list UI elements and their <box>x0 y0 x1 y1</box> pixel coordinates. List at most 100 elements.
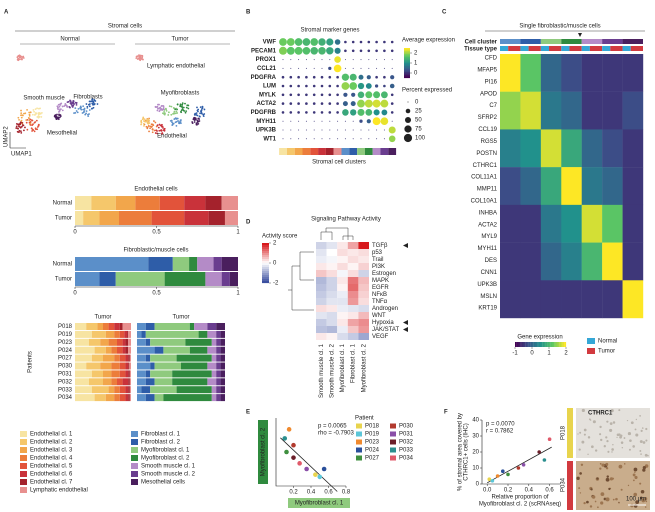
umap-cell <box>203 108 206 111</box>
tick-label: 10 <box>472 466 479 472</box>
heat-cell <box>622 280 644 319</box>
bar-segment <box>129 362 131 370</box>
point <box>321 466 327 472</box>
ihc-texture <box>618 502 620 504</box>
umap-cell <box>76 111 79 114</box>
colorbar-step <box>557 342 560 347</box>
umap-cell <box>193 118 196 121</box>
tick-label: -2 <box>273 281 279 287</box>
heat-cell <box>358 284 369 291</box>
dot <box>290 67 292 69</box>
bar-segment <box>128 378 130 386</box>
umap-cell <box>57 106 60 109</box>
dot <box>368 67 370 69</box>
umap-cell <box>160 109 163 111</box>
umap-cell <box>17 127 19 130</box>
umap-cell <box>151 128 154 130</box>
bar-segment <box>194 323 208 330</box>
bar-segment <box>115 272 165 286</box>
label: INHBA <box>479 210 497 216</box>
label: CCL21 <box>257 66 277 72</box>
umap-cell <box>20 114 22 117</box>
dot <box>337 129 339 131</box>
umap-cell <box>180 119 182 121</box>
ihc-texture <box>644 506 647 508</box>
heat-cell <box>520 204 542 243</box>
label: PI3K <box>372 264 385 270</box>
bar-segment <box>103 354 115 362</box>
umap-cell <box>58 110 61 113</box>
label: LUM <box>263 84 276 90</box>
umap-cell <box>59 114 62 117</box>
ihc-texture <box>579 431 582 434</box>
legend-label: Lymphatic endothelial <box>30 488 88 494</box>
label: APOD <box>480 91 498 97</box>
label: MYL9 <box>481 234 497 240</box>
umap-cell <box>29 111 32 114</box>
umap-cell <box>71 101 74 104</box>
bar-segment <box>172 378 208 386</box>
tick-label: 1 <box>236 230 240 236</box>
size-key <box>404 116 412 124</box>
umap-cell <box>149 125 152 128</box>
bar-segment <box>221 196 238 210</box>
cluster-swatch <box>364 148 373 155</box>
heat-cell <box>316 256 327 263</box>
umap-cell <box>180 110 182 113</box>
ihc-texture <box>616 433 620 437</box>
bar-segment <box>128 346 131 354</box>
colorbar-step <box>404 55 410 58</box>
cluster-swatch <box>388 148 397 155</box>
dot <box>380 99 389 108</box>
dot <box>281 102 285 105</box>
bar-segment <box>75 211 84 225</box>
umap-cell <box>147 118 150 121</box>
colorbar-step <box>262 265 269 268</box>
umap-cell <box>140 58 143 60</box>
umap-cell <box>29 118 32 121</box>
tick-label: 0 <box>73 230 77 236</box>
dot <box>367 49 371 53</box>
umap-cell <box>153 120 155 122</box>
label: KRT19 <box>478 306 497 312</box>
label: MYLK <box>259 92 277 98</box>
heat-cell <box>602 91 623 130</box>
dot <box>375 40 378 44</box>
umap-cell <box>90 100 93 103</box>
umap-cell <box>196 119 199 122</box>
dot <box>360 59 362 61</box>
bar-segment <box>108 386 115 394</box>
dot <box>318 38 326 46</box>
bar-segment <box>75 272 100 286</box>
cluster-bar <box>561 39 582 44</box>
dot <box>305 75 308 79</box>
heat-cell <box>337 270 348 277</box>
bar-segment <box>111 370 120 378</box>
umap-cell <box>29 124 32 126</box>
dot <box>391 67 393 69</box>
umap-cell <box>24 112 27 115</box>
panel-letter: E <box>246 410 250 416</box>
dot <box>360 67 362 69</box>
dot <box>312 93 316 97</box>
bar-segment <box>119 362 126 370</box>
legend-label: Endothelial cl. 2 <box>30 440 73 446</box>
heat-cell <box>622 91 644 130</box>
dot <box>334 39 341 45</box>
heat-cell <box>540 129 562 168</box>
umap-cell <box>88 109 91 111</box>
label: Normal <box>53 201 72 207</box>
heat-cell <box>316 249 327 256</box>
umap-cell <box>195 113 198 116</box>
ihc-texture <box>611 448 614 451</box>
ihc-texture <box>644 453 648 457</box>
umap-cell <box>185 106 188 109</box>
heat-cell <box>581 167 603 206</box>
umap-cell <box>144 120 147 123</box>
bar-segment <box>220 386 225 394</box>
heat-cell <box>347 256 359 263</box>
ihc-texture <box>639 440 643 444</box>
umap-cell <box>17 131 20 134</box>
ihc-texture <box>645 427 648 431</box>
bar-segment <box>220 378 225 386</box>
